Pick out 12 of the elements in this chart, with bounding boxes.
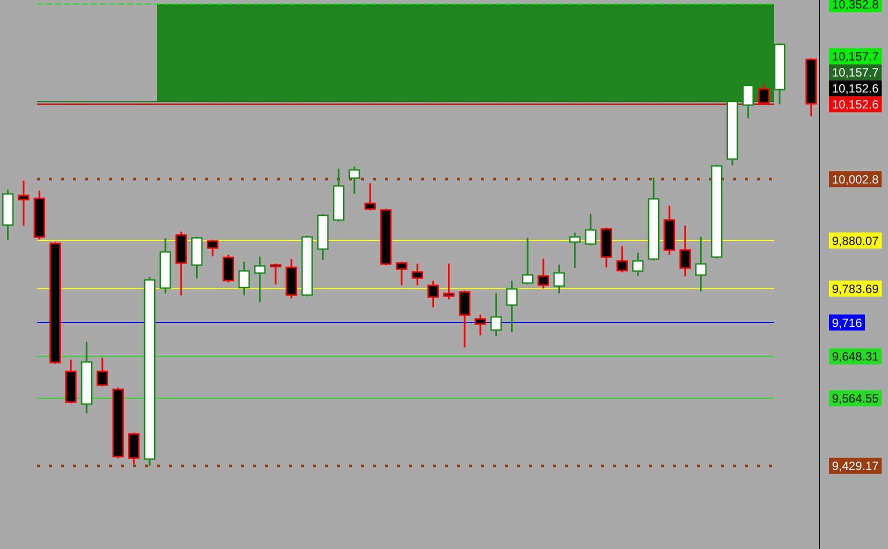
y-tick-label: 9,564.55 — [832, 392, 880, 406]
text: 10,157.7 — [832, 66, 880, 80]
text: 10,152.6 — [832, 82, 880, 96]
y-tick-label: 9,880.07 — [832, 234, 880, 248]
y-tick-label: 9,783.69 — [832, 282, 880, 296]
text: 10,157.7 — [832, 50, 880, 64]
y-tick-label: 9,648.31 — [832, 350, 880, 364]
text: 10,152.6 — [832, 98, 880, 112]
y-tick-label: 10,002.8 — [832, 172, 880, 186]
y-tick-label: 9,716 — [832, 316, 862, 330]
y-tick-label: 10,352.8 — [832, 0, 880, 12]
y-tick-label: 9,429.17 — [832, 459, 880, 474]
